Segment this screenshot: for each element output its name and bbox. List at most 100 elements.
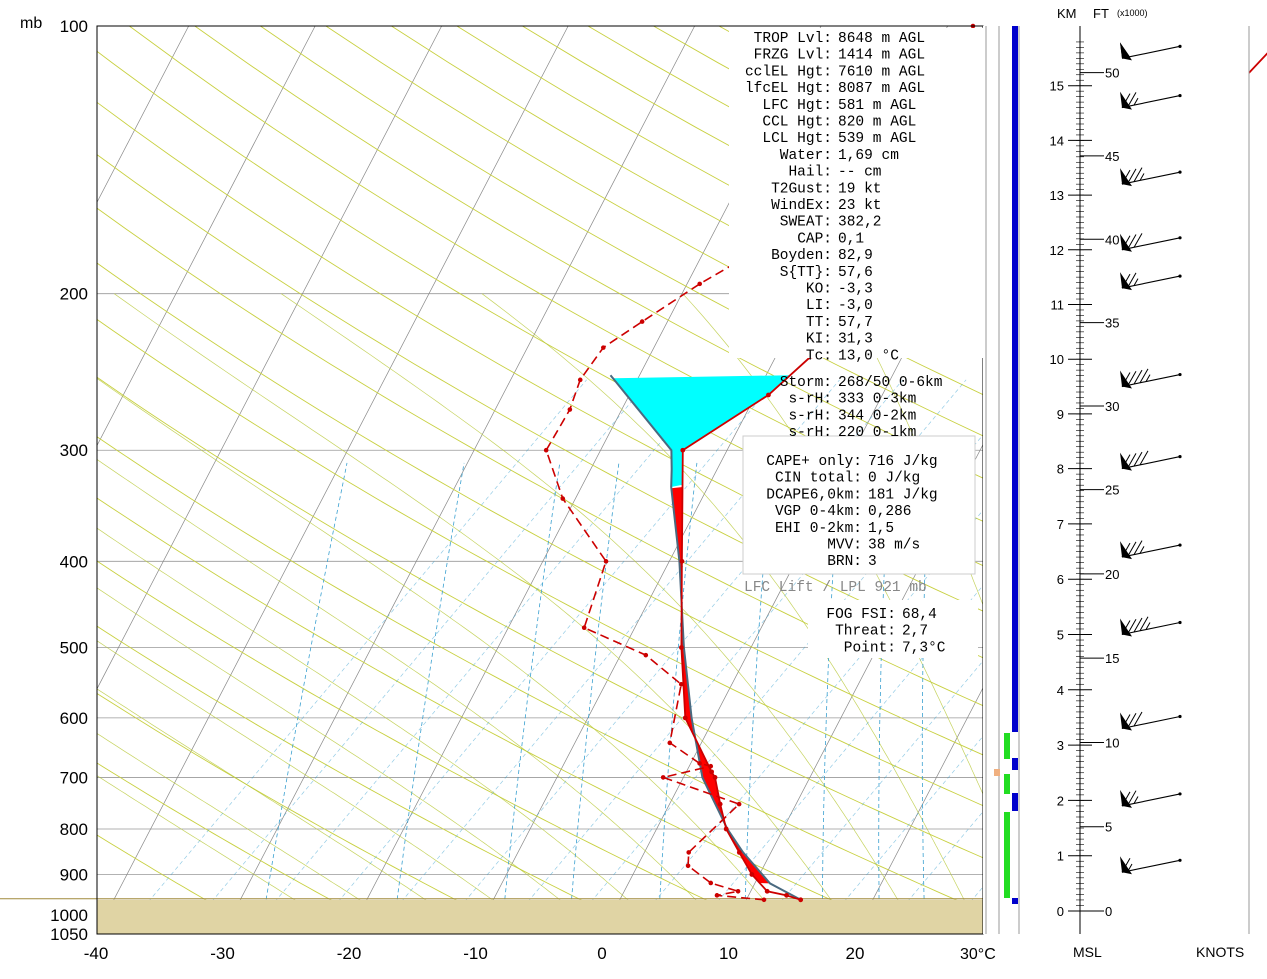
wind-barb <box>1120 368 1182 389</box>
km-tick-label: 8 <box>1057 462 1064 477</box>
ft-tick-label: 15 <box>1105 651 1119 666</box>
mixing-ratio-guide <box>690 585 983 934</box>
dewpoint-point <box>708 763 714 769</box>
cape-label: BRN: <box>827 554 862 570</box>
dry-adiabat <box>97 762 395 934</box>
ft-tick-label: 30 <box>1105 399 1119 414</box>
dewpoint-point <box>697 761 702 766</box>
cape-label: DCAPE6,0km: <box>766 487 862 503</box>
temp-tick-label: -10 <box>463 944 488 963</box>
right-panel-bg <box>983 26 1249 934</box>
barb-half-flag <box>1133 97 1139 106</box>
dewpoint-point <box>660 775 666 780</box>
barb-flag <box>1127 790 1137 805</box>
wind-barb <box>1120 91 1182 110</box>
barb-end <box>1178 274 1182 278</box>
ft-multiplier-label: (x1000) <box>1117 8 1148 18</box>
cape-value: 38 m/s <box>868 538 920 554</box>
barb-flag <box>1139 450 1149 466</box>
ft-unit-label: FT <box>1093 6 1109 21</box>
isotherm <box>97 26 442 690</box>
storm-label: s-rH: <box>788 425 832 441</box>
barb-base <box>1120 618 1132 637</box>
dewpoint-point <box>708 880 714 886</box>
pressure-tick-label: 1000 <box>50 906 88 925</box>
cape-value: 716 J/kg <box>868 454 938 470</box>
barb-staff <box>1121 95 1181 109</box>
km-tick-label: 14 <box>1050 133 1064 148</box>
pressure-tick-label: 600 <box>60 709 88 728</box>
index-value: 7610 m AGL <box>838 64 925 80</box>
barb-base <box>1120 541 1132 560</box>
index-value: 31,3 <box>838 332 873 348</box>
index-label: Water: <box>780 148 832 164</box>
moist-adiabat <box>97 377 793 934</box>
dewpoint-point <box>678 682 684 687</box>
cape-value: 1,5 <box>868 521 894 537</box>
temp-tick-label: 0 <box>597 944 606 963</box>
barb-flag <box>1133 711 1143 727</box>
moist-adiabat <box>97 587 603 934</box>
fog-label: FOG FSI: <box>826 607 896 623</box>
index-value: 0,1 <box>838 231 864 247</box>
dry-adiabat <box>97 376 983 859</box>
index-value: 19 kt <box>838 181 882 197</box>
dry-adiabat <box>97 207 983 707</box>
temperature-point <box>679 645 684 650</box>
fog-label: Point: <box>844 640 896 656</box>
msl-label: MSL <box>1073 944 1102 960</box>
pressure-tick-label: 100 <box>60 17 88 36</box>
barb-staff <box>1121 275 1181 289</box>
index-label: CAP: <box>797 231 832 247</box>
km-tick-label: 12 <box>1050 243 1064 258</box>
mixing-ratio-guide <box>310 379 777 934</box>
dewpoint-point <box>577 377 583 383</box>
barb-base <box>1120 712 1132 731</box>
column-bar-blue <box>1012 26 1018 732</box>
barb-flag <box>1139 368 1149 384</box>
dry-adiabat <box>194 26 983 479</box>
mixing-ratio-guide <box>753 660 983 934</box>
mixing-ratio-guide <box>184 379 651 934</box>
index-value: 57,7 <box>838 315 873 331</box>
barb-end <box>1178 858 1182 862</box>
barb-end <box>1178 620 1182 625</box>
mixing-ratio-guide <box>247 379 714 934</box>
wind-barb <box>1120 856 1182 875</box>
dry-adiabat <box>97 262 983 756</box>
dewpoint-point <box>581 625 587 630</box>
isotherm <box>854 687 983 934</box>
fog-box <box>808 600 978 658</box>
dry-adiabat <box>97 625 651 934</box>
dewpoint-point <box>639 319 645 324</box>
dewpoint-point <box>643 652 649 658</box>
barb-end <box>1178 543 1182 547</box>
barb-base <box>1120 168 1132 187</box>
km-tick-label: 0 <box>1057 904 1064 919</box>
cape-label: MVV: <box>827 538 862 554</box>
mixing-ratio-guide <box>816 735 983 934</box>
barb-end <box>1178 792 1182 796</box>
index-value: 23 kt <box>838 198 882 214</box>
wind-barb <box>1120 789 1182 808</box>
fog-value: 68,4 <box>902 607 937 623</box>
barb-staff <box>1121 456 1181 470</box>
wind-barb <box>1120 42 1182 61</box>
km-tick-label: 10 <box>1050 352 1064 367</box>
pressure-tick-label: 700 <box>60 768 88 787</box>
index-label: FRZG Lvl: <box>754 48 832 64</box>
barb-base <box>1120 856 1132 875</box>
mixing-ratio-guide <box>880 811 983 934</box>
barb-base <box>1120 789 1132 808</box>
barb-base <box>1120 233 1132 252</box>
barb-staff <box>1121 374 1181 388</box>
wind-barb <box>1120 272 1182 291</box>
grid-lines <box>0 26 983 934</box>
fog-label: Threat: <box>835 624 896 640</box>
dewpoint-point <box>601 345 606 350</box>
cape-label: CAPE+ only: <box>766 454 862 470</box>
ft-tick-label: 25 <box>1105 483 1119 498</box>
km-tick-label: 2 <box>1057 793 1064 808</box>
dewpoint-point <box>667 740 673 746</box>
